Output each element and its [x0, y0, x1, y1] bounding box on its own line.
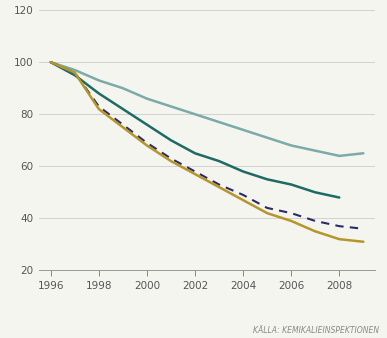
Text: KÄLLA: KEMIKALIEINSPEKTIONEN: KÄLLA: KEMIKALIEINSPEKTIONEN [253, 325, 379, 335]
